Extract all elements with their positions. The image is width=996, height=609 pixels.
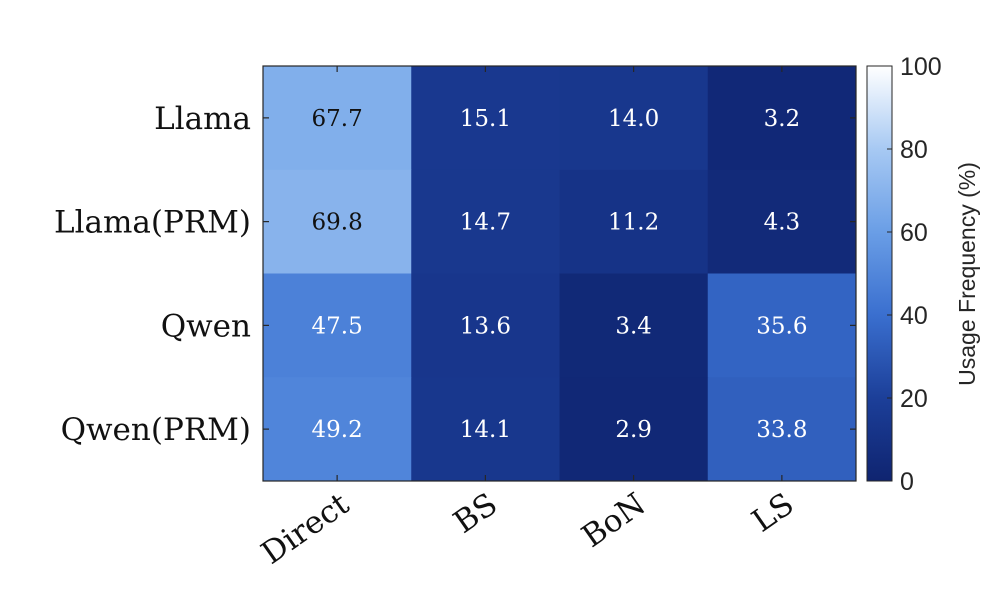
cell-value-label: 49.2 [312,417,363,443]
x-tick-label: Direct [255,486,356,572]
cell-value-label: 4.3 [764,210,801,236]
colorbar-tick-label: 100 [900,53,942,81]
cell-value-labels: 67.7 15.1 14.0 3.2 69.8 14.7 11.2 4.3 47.5 13.6 3.… [312,106,808,443]
colorbar-label: Usage Frequency (%) [954,162,980,386]
heatmap-cell [411,169,560,274]
colorbar-tick-label: 80 [900,136,928,164]
heatmap-cell [263,169,412,274]
y-tick-label: Qwen [161,308,251,344]
x-tick-label: BS [447,486,504,541]
heatmap-cell [707,169,857,274]
cell-value-label: 2.9 [615,417,652,443]
cell-value-label: 3.4 [615,313,652,339]
cell-value-label: 35.6 [756,313,807,339]
cell-value-label: 14.1 [460,417,511,443]
y-tick-label: Llama(PRM) [54,205,251,241]
cell-value-label: 3.2 [764,106,801,132]
y-tick-label: Llama [154,101,251,137]
cell-value-label: 69.8 [312,210,363,236]
heatmap-cell [707,377,857,482]
heatmap-cell [707,66,857,171]
cell-value-label: 67.7 [312,106,363,132]
heatmap-cell [559,66,709,171]
colorbar-tick-label: 40 [900,302,928,330]
x-tick-label: BoN [575,486,652,555]
heatmap-cell [411,273,560,378]
heatmap-cell [411,377,560,482]
heatmap-cell [559,273,709,378]
colorbar-tick-label: 60 [900,219,928,247]
colorbar-tick-label: 20 [900,385,928,413]
x-tick-label: LS [746,486,801,539]
colorbar [866,65,893,482]
heatmap-cell [559,377,709,482]
colorbar-ticks: 0 20 40 60 80 100 [887,53,942,496]
heatmap-cell [411,66,560,171]
heatmap-cells [263,66,857,482]
cell-value-label: 13.6 [460,313,511,339]
cell-value-label: 47.5 [312,313,363,339]
heatmap-cell [263,66,412,171]
cell-value-label: 33.8 [756,417,807,443]
heatmap-cell [263,377,412,482]
plot-frame [262,65,857,482]
heatmap-cell [707,273,857,378]
colorbar-tick-label: 0 [900,468,914,496]
cell-value-label: 11.2 [608,210,659,236]
heatmap-cell [263,273,412,378]
y-tick-labels: Llama Llama(PRM) Qwen Qwen(PRM) [54,101,856,448]
y-tick-label: Qwen(PRM) [61,412,251,448]
heatmap-cell [559,169,709,274]
cell-value-label: 14.7 [460,210,511,236]
cell-value-label: 15.1 [460,106,511,132]
cell-value-label: 14.0 [608,106,659,132]
